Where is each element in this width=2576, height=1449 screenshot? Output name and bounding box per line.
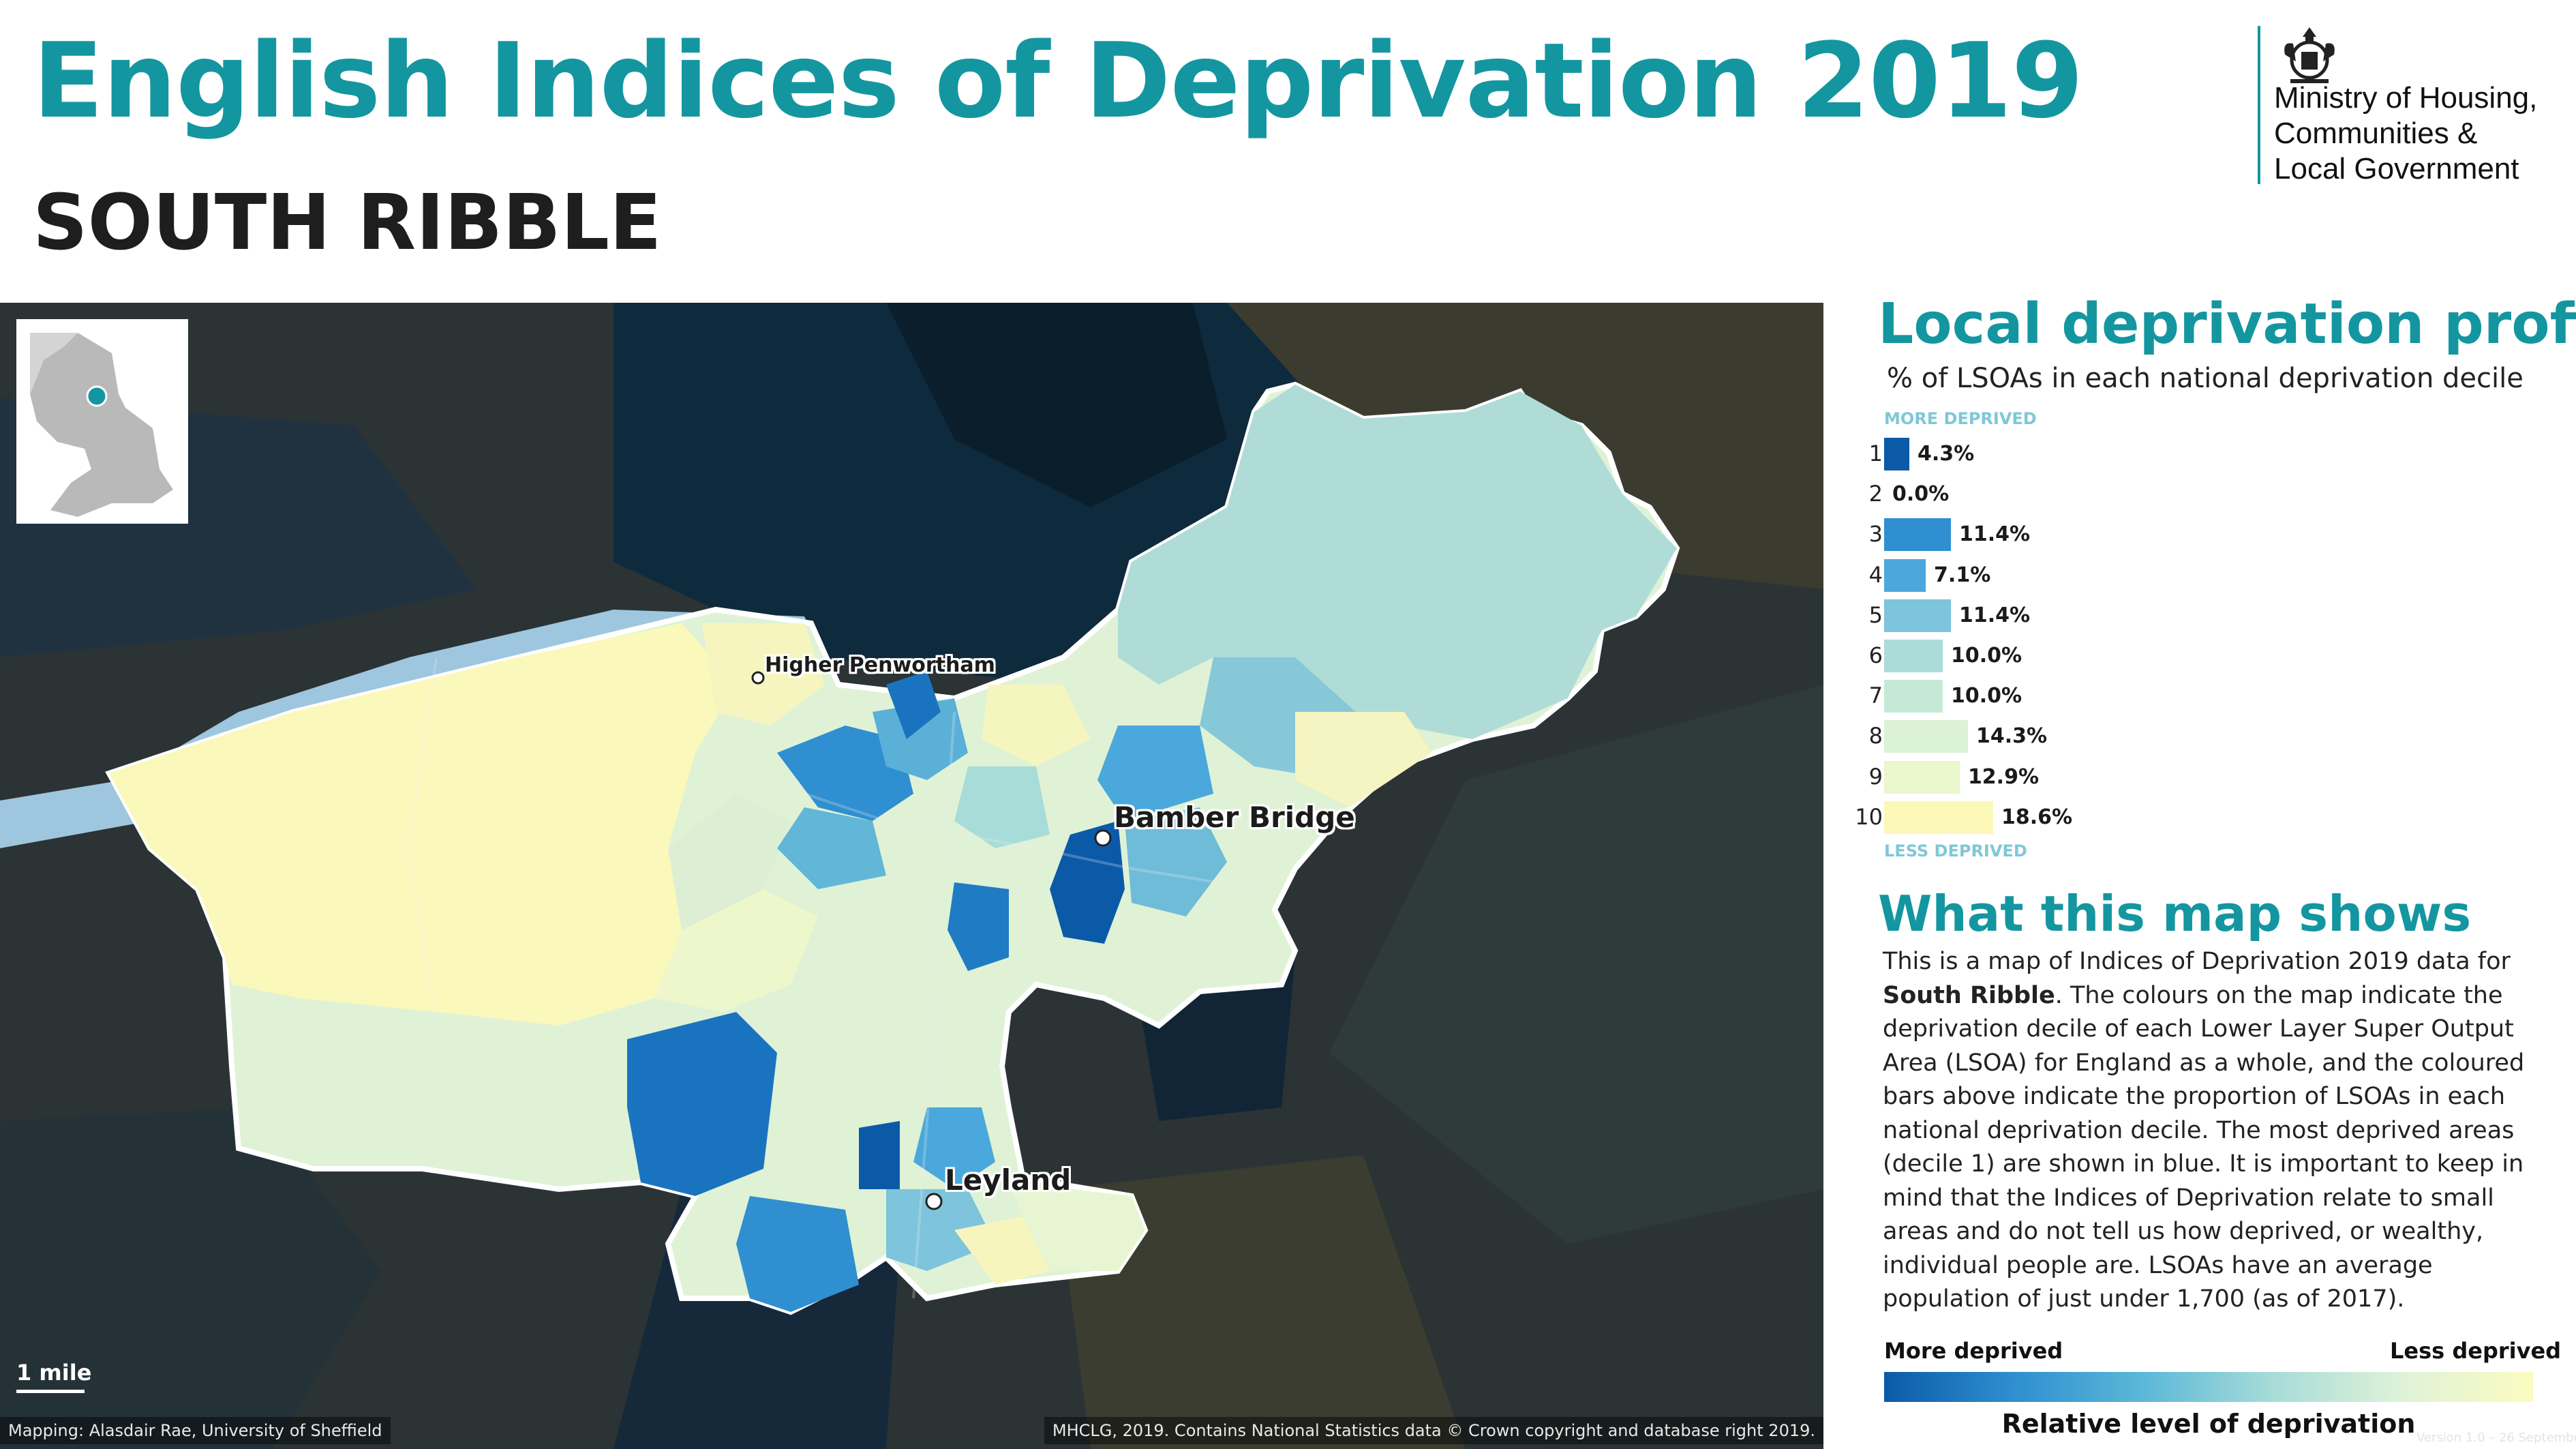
logo-line-3: Local Government <box>2274 152 2519 185</box>
place-label-leyland: Leyland <box>945 1163 1072 1197</box>
decile-bar <box>1884 599 1952 632</box>
decile-bar <box>1884 760 1960 794</box>
mapping-credit: Mapping: Alasdair Rae, University of She… <box>0 1417 391 1444</box>
profile-title: Local deprivation profile <box>1878 292 2576 357</box>
area-title: SOUTH RIBBLE <box>33 179 662 267</box>
decile-number: 7 <box>1868 683 1883 709</box>
decile-percent: 10.0% <box>1951 684 2022 708</box>
decile-bar <box>1884 640 1943 672</box>
decile-percent: 4.3% <box>1917 442 1975 466</box>
decile-number: 9 <box>1868 763 1883 790</box>
explainer-text-part-1: This is a map of Indices of Deprivation … <box>1883 948 2511 975</box>
decile-number: 3 <box>1868 521 1883 548</box>
decile-bar <box>1884 438 1909 470</box>
legend-more-deprived: More deprived <box>1884 1338 2063 1364</box>
england-outline-icon <box>30 333 173 517</box>
logo-line-2: Communities & <box>2274 117 2478 150</box>
decile-percent: 11.4% <box>1959 522 2031 547</box>
decile-percent: 0.0% <box>1892 482 1950 507</box>
decile-percent: 10.0% <box>1951 644 2022 668</box>
locator-inset-map <box>16 319 188 524</box>
legend-caption: Relative level of deprivation <box>2001 1409 2416 1439</box>
decile-bar <box>1884 518 1952 552</box>
decile-number: 10 <box>1855 803 1883 830</box>
decile-percent: 14.3% <box>1975 724 2048 749</box>
explainer-text: This is a map of Indices of Deprivation … <box>1883 945 2537 1317</box>
decile-number: 1 <box>1868 440 1883 466</box>
decile-percent: 12.9% <box>1967 764 2040 789</box>
explainer-area-name: South Ribble <box>1883 981 2055 1009</box>
place-label-higher-penwortham: Higher Penwortham <box>765 653 995 677</box>
royal-crest-icon <box>2284 27 2335 83</box>
decile-bar <box>1884 558 1926 592</box>
decile-bar <box>1884 680 1943 713</box>
decile-percent: 18.6% <box>2001 805 2073 829</box>
version-note: Version 1.0 – 26 September 2019 <box>2416 1431 2576 1445</box>
decile-number: 4 <box>1868 561 1883 588</box>
ministry-logo: Ministry of Housing, Communities & Local… <box>2258 20 2558 187</box>
logo-line-1: Ministry of Housing, <box>2274 81 2538 115</box>
place-label-bamber-bridge: Bamber Bridge <box>1114 801 1355 834</box>
data-credit: MHCLG, 2019. Contains National Statistic… <box>1044 1417 1823 1444</box>
deprivation-map[interactable]: Higher Penwortham Bamber Bridge Leyland … <box>0 303 1823 1449</box>
profile-subtitle: % of LSOAs in each national deprivation … <box>1887 363 2524 394</box>
page-title: English Indices of Deprivation 2019 <box>33 20 2084 141</box>
explainer-title: What this map shows <box>1878 885 2472 942</box>
less-deprived-caption: LESS DEPRIVED <box>1884 841 2027 861</box>
decile-number: 5 <box>1868 601 1883 628</box>
decile-number: 8 <box>1868 723 1883 749</box>
decile-number: 6 <box>1868 642 1883 668</box>
map-canvas <box>0 303 1823 1449</box>
explainer-text-part-2: . The colours on the map indicate the de… <box>1883 981 2525 1313</box>
decile-percent: 11.4% <box>1959 603 2031 627</box>
ministry-name: Ministry of Housing, Communities & Local… <box>2274 80 2537 187</box>
decile-bar <box>1884 801 1993 834</box>
scale-label: 1 mile <box>16 1360 92 1386</box>
decile-percent: 7.1% <box>1934 563 1991 587</box>
decile-number: 2 <box>1868 481 1883 507</box>
scale-bar <box>16 1390 85 1393</box>
logo-divider <box>2258 26 2260 184</box>
legend-less-deprived: Less deprived <box>2390 1338 2562 1364</box>
more-deprived-caption: MORE DEPRIVED <box>1884 409 2037 428</box>
decile-bar <box>1884 720 1968 753</box>
legend-colour-ramp <box>1884 1372 2533 1402</box>
